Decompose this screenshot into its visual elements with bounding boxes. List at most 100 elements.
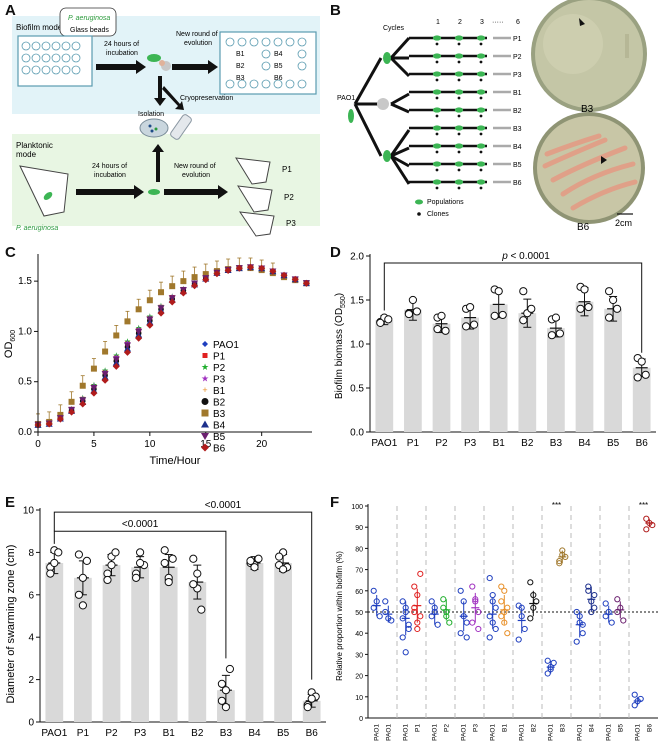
data-point-P1 [411, 583, 418, 590]
legend-marker-PAO1 [202, 341, 208, 347]
arrow-to-incubation [96, 60, 146, 74]
line-b4: B4 [513, 144, 522, 151]
plank-tubes [235, 157, 275, 237]
clone-marker [457, 150, 461, 154]
legend-marker-B1: + [202, 385, 207, 395]
bar-B4 [575, 301, 594, 432]
data-point-B6 [56, 415, 64, 423]
y-tick-label: 0 [28, 718, 34, 729]
data-point-B4 [246, 556, 255, 565]
population-marker [454, 107, 464, 113]
data-point-B2 [193, 569, 202, 578]
significance-label-b3: <0.0001 [122, 519, 159, 530]
bar-P2 [432, 323, 451, 432]
y-tick-label: 50 [355, 610, 363, 617]
clone-marker [479, 78, 483, 82]
x-tick-label: P3 [464, 438, 477, 449]
data-point-PAO1 [402, 649, 409, 656]
y-tick-label: 70 [355, 568, 363, 575]
x-tick-label: B6 [636, 438, 649, 449]
data-point-P3 [462, 322, 471, 331]
legend-label-P3: P3 [213, 375, 226, 386]
clone-marker [479, 114, 483, 118]
data-point-PAO1 [463, 634, 470, 641]
data-point-B2 [519, 316, 528, 325]
data-point-PAO1 [489, 591, 496, 599]
x-tick-label: P1 [407, 438, 420, 449]
x-tick-label: B5 [617, 724, 624, 732]
data-point-B3 [113, 332, 120, 339]
data-point-B5 [90, 384, 98, 392]
clone-marker [479, 186, 483, 190]
cycle-dots: ····· [492, 19, 504, 26]
data-point-B2 [527, 615, 534, 622]
population-marker [476, 143, 486, 149]
line-b6: B6 [513, 180, 522, 187]
population-marker [432, 53, 442, 59]
data-point-P2: ★ [102, 366, 109, 375]
x-tick-label: B4 [578, 438, 591, 449]
data-point-P1 [414, 625, 421, 633]
clone-marker [435, 186, 439, 190]
population-marker [454, 179, 464, 185]
line-b2: B2 [513, 108, 522, 115]
population-marker [432, 71, 442, 77]
data-point-P3 [136, 548, 145, 557]
data-point-B1 [160, 546, 169, 555]
data-point-B3 [217, 696, 226, 705]
data-point-B5 [609, 295, 618, 305]
data-point-B6 [280, 271, 288, 279]
x-tick-label: P2 [105, 728, 118, 739]
population-marker [454, 35, 464, 41]
panel-b-lineage: Cycles 1 2 3 ····· 6 PAO1 P1 P2 P3 B1 B2… [337, 0, 647, 233]
bar-B5 [274, 563, 292, 722]
clone-marker [435, 114, 439, 118]
data-point-B2 [189, 554, 198, 563]
data-point-B6 [191, 282, 199, 290]
bar-P3 [131, 567, 149, 722]
x-tick-label: B2 [521, 438, 534, 449]
data-point-P2: ★ [146, 312, 153, 321]
data-point-B5 [135, 328, 143, 336]
arrow-plank-incubation [76, 185, 144, 199]
x-tick-label: B1 [493, 438, 506, 449]
y-tick-label: 0 [359, 716, 363, 723]
well-plate-right [219, 31, 317, 95]
data-point-P2 [446, 619, 453, 626]
planktonic-tube-icon [19, 165, 69, 217]
y-tick-label: 100 [351, 504, 363, 511]
y-axis-title: OD600 [3, 330, 17, 358]
data-point-P2 [111, 548, 120, 557]
arrow-to-isolation-bottom [152, 144, 164, 182]
x-tick-label: PAO1 [403, 724, 410, 741]
data-point-B4 [580, 285, 589, 294]
data-point-PAO1 [608, 619, 615, 626]
data-point-P3 [475, 625, 482, 633]
panel-letter-f: F [330, 494, 340, 511]
data-point-B3 [102, 348, 109, 355]
data-point-B6 [643, 515, 650, 522]
data-point-P1 [404, 309, 414, 319]
legend-marker-B4 [201, 420, 209, 428]
bar-B2 [518, 313, 537, 432]
data-point-PAO1 [515, 636, 522, 643]
data-point-P2: ★ [113, 351, 120, 360]
population-marker [432, 143, 442, 149]
planktonic-mode-label: Planktonic mode [16, 141, 53, 159]
bar-B2 [188, 582, 207, 722]
ancestor-cell-icon [348, 109, 354, 123]
bar-P3 [461, 317, 479, 432]
biofilm-mode-label: Biofilm mode [16, 23, 63, 32]
x-tick-label: 0 [35, 439, 41, 450]
data-point-P1 [74, 550, 84, 559]
data-point-B1 [498, 598, 505, 605]
new-round-label-top: New round of evolution [176, 31, 218, 47]
data-point-B5 [275, 552, 284, 561]
well-plate-left [17, 35, 93, 87]
bar-B5 [604, 308, 622, 432]
data-point-B3 [57, 411, 64, 418]
data-point-B5 [614, 596, 621, 603]
data-point-B6 [303, 703, 312, 712]
data-point-B5 [613, 304, 622, 313]
data-point-P1 [78, 601, 88, 610]
